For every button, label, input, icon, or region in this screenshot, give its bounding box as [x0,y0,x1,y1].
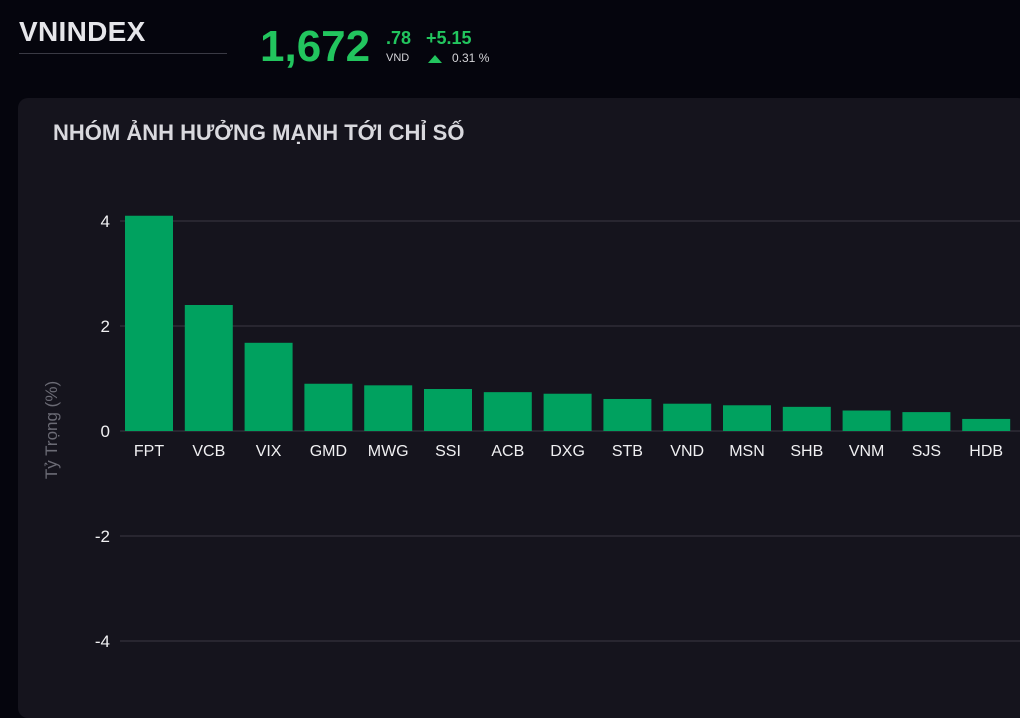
bar-sjs[interactable] [902,412,951,431]
x-tick-label: STB [612,443,643,460]
bar-vix[interactable] [244,342,293,431]
bar-vnd[interactable] [663,403,712,431]
y-tick-label: -4 [95,632,110,651]
index-price: 1,672 [260,22,371,71]
bar-vnm[interactable] [842,410,891,431]
index-header: VNINDEX 1,672 .78 VND +5.15 0.31 % [0,0,1020,95]
x-tick-label: SJS [912,443,941,460]
x-tick-label: VIX [256,443,282,460]
index-change: +5.15 [426,28,472,48]
bar-hdb[interactable] [962,418,1011,431]
x-tick-label: MSN [729,443,765,460]
y-tick-label: 2 [101,317,110,336]
bar-fpt[interactable] [125,215,173,431]
x-axis-ticks: FPT VCB VIX GMD MWG SSI ACB DXG STB VND MSN SHB VNM S… [134,443,1003,460]
x-tick-label: FPT [134,443,164,460]
x-tick-label: MWG [368,443,409,460]
x-tick-label: HDB [969,443,1003,460]
y-axis-label: Tỷ Trọng (%) [42,381,61,479]
y-tick-label: 0 [101,422,110,441]
up-arrow-icon [428,55,442,63]
bar-gmd[interactable] [304,383,353,431]
bar-stb[interactable] [603,398,652,431]
bar-shb[interactable] [782,406,831,431]
bar-mwg[interactable] [364,385,413,431]
index-name[interactable]: VNINDEX [19,16,146,47]
x-tick-label: VCB [192,443,225,460]
x-tick-label: VNM [849,443,885,460]
bar-msn[interactable] [723,405,771,431]
panel-title: NHÓM ẢNH HƯỞNG MẠNH TỚI CHỈ SỐ [53,120,465,145]
bar-vcb[interactable] [184,305,233,431]
bars [125,215,1011,431]
x-tick-label: VND [670,443,704,460]
bar-ssi[interactable] [424,389,472,431]
index-name-underline [19,53,227,54]
x-tick-label: SSI [435,443,461,460]
bar-dxg[interactable] [543,393,592,431]
x-tick-label: ACB [491,443,524,460]
x-tick-label: SHB [790,443,823,460]
y-tick-label: 4 [101,212,110,231]
index-price-decimal: .78 [386,28,412,48]
x-tick-label: GMD [310,443,347,460]
bar-acb[interactable] [483,392,532,431]
x-tick-label: DXG [550,443,585,460]
y-tick-label: -2 [95,527,110,546]
index-change-percent: 0.31 % [452,51,490,65]
y-axis-ticks: 4 2 0 -2 -4 [95,212,110,651]
price-unit: VND [386,52,410,64]
